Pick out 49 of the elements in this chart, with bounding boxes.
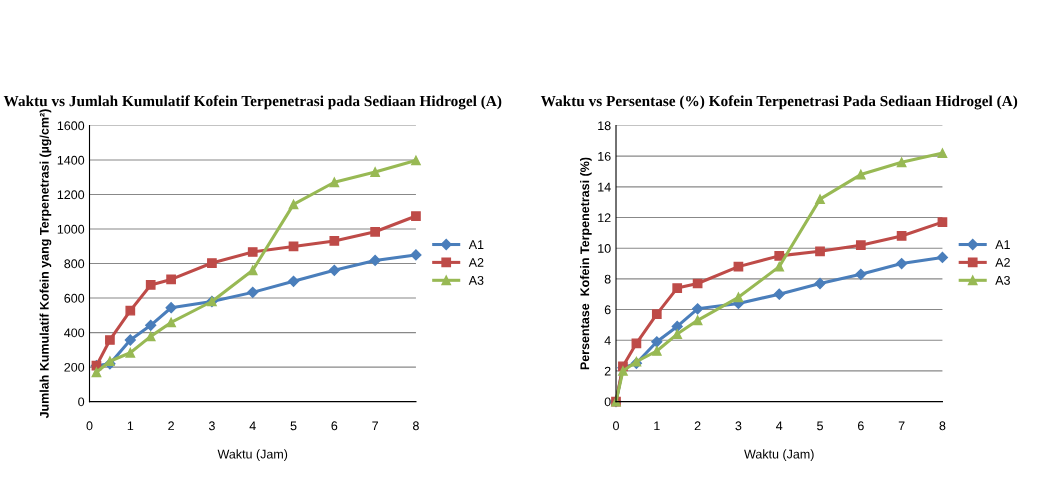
x-tick-label: 8 xyxy=(413,421,419,431)
y-tick-label: 14 xyxy=(598,182,611,192)
x-tick-label: 0 xyxy=(613,421,619,431)
x-tick-label: 7 xyxy=(372,421,378,431)
y-tick-label: 1400 xyxy=(57,155,85,165)
x-tick-label: 4 xyxy=(249,421,256,431)
legend-label: A2 xyxy=(995,258,1010,267)
y-tick-label: 16 xyxy=(598,151,611,161)
x-tick-label: 1 xyxy=(654,421,660,431)
y-tick-label: 200 xyxy=(64,362,85,372)
x-tick-label: 3 xyxy=(208,421,215,431)
y-tick-label: 8 xyxy=(604,274,611,284)
x-tick-label: 6 xyxy=(857,421,864,431)
y-tick-label: 18 xyxy=(598,121,611,131)
legend-label: A3 xyxy=(995,275,1010,285)
y-axis-title: Persentase Kofein Terpenetrasi (%) xyxy=(580,157,592,370)
legend-label: A1 xyxy=(995,240,1010,249)
x-tick-label: 2 xyxy=(694,421,701,431)
legend-label: A1 xyxy=(468,240,484,249)
y-tick-label: 0 xyxy=(604,397,611,407)
chart-title: Waktu vs Persentase (%) Kofein Terpenetrasi Pada Sediaan Hidrogel (A) xyxy=(540,95,1018,110)
y-tick-label: 6 xyxy=(604,305,611,315)
x-tick-label: 4 xyxy=(776,421,783,431)
y-tick-label: 2 xyxy=(604,366,611,376)
x-tick-label: 2 xyxy=(168,421,174,431)
x-tick-label: 8 xyxy=(939,421,946,431)
x-tick-label: 3 xyxy=(735,421,742,431)
y-tick-label: 0 xyxy=(78,397,85,407)
y-tick-label: 10 xyxy=(598,244,611,253)
y-tick-label: 400 xyxy=(64,328,85,338)
y-tick-label: 800 xyxy=(64,259,85,269)
x-axis-title: Waktu (Jam) xyxy=(217,449,288,462)
x-tick-label: 7 xyxy=(898,421,905,431)
chart-title: Waktu vs Jumlah Kumulatif Kofein Terpenetrasi pada Sediaan Hidrogel (A) xyxy=(3,95,502,110)
x-tick-label: 5 xyxy=(290,421,297,431)
legend-label: A3 xyxy=(468,275,484,285)
x-tick-label: 1 xyxy=(127,421,134,431)
y-tick-label: 1200 xyxy=(57,190,85,200)
x-tick-label: 6 xyxy=(331,421,338,431)
x-tick-label: 0 xyxy=(86,421,93,431)
y-tick-label: 12 xyxy=(598,213,611,223)
y-axis-title: Jumlah Kumulatif Kofein yang Terpenetrasi (µg/cm²) xyxy=(39,109,52,419)
x-axis-title: Waktu (Jam) xyxy=(744,449,814,462)
y-tick-label: 1600 xyxy=(57,121,85,131)
y-tick-label: 4 xyxy=(604,336,611,345)
y-tick-label: 600 xyxy=(64,293,85,303)
legend-label: A2 xyxy=(468,258,484,267)
y-tick-label: 1000 xyxy=(57,224,85,234)
x-tick-label: 5 xyxy=(817,421,823,431)
